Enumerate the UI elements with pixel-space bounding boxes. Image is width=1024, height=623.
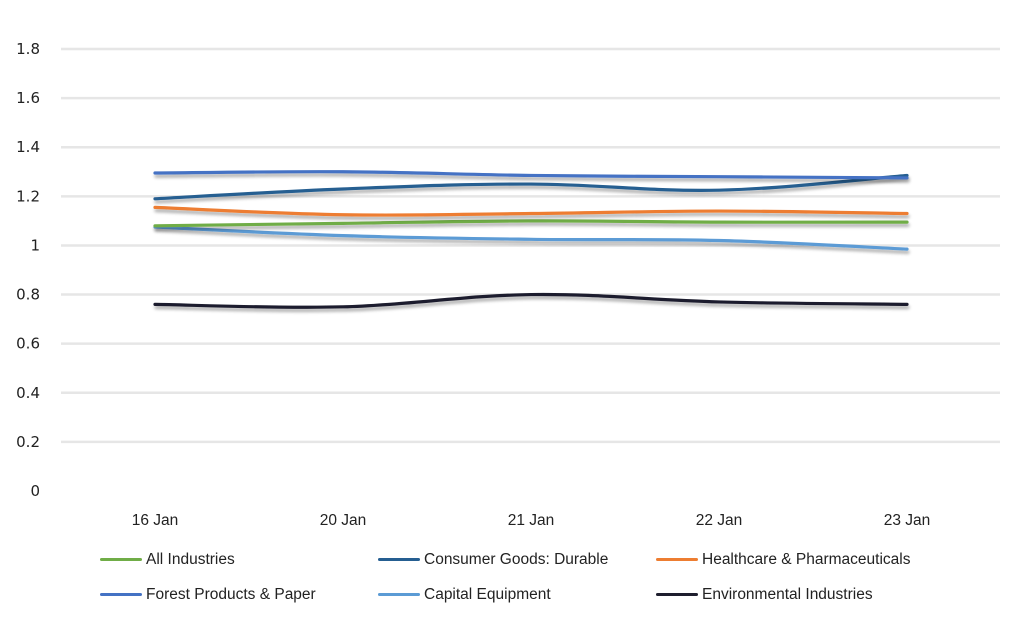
legend-label: Consumer Goods: Durable [424, 550, 609, 568]
legend: All Industries Consumer Goods: Durable Hea… [100, 549, 980, 605]
legend-item-consumer-goods-durable: Consumer Goods: Durable [378, 549, 656, 570]
y-tick-label: 0.2 [16, 433, 40, 451]
legend-label: Forest Products & Paper [146, 585, 316, 603]
legend-item-all-industries: All Industries [100, 549, 378, 570]
legend-item-capital-equipment: Capital Equipment [378, 584, 656, 605]
legend-swatch [378, 593, 420, 596]
line-chart: 0 0.2 0.4 0.6 0.8 1 1.2 1.4 1.6 1.8 16 Jan 20 Jan 2… [16, 40, 1000, 529]
legend-item-healthcare-pharmaceuticals: Healthcare & Pharmaceuticals [656, 549, 980, 570]
x-tick-label: 22 Jan [696, 512, 743, 529]
y-tick-label: 1.8 [16, 40, 40, 58]
legend-swatch [100, 558, 142, 561]
y-tick-label: 0 [30, 482, 40, 500]
legend-label: Environmental Industries [702, 585, 873, 603]
y-axis-ticks: 0 0.2 0.4 0.6 0.8 1 1.2 1.4 1.6 1.8 [16, 40, 40, 500]
y-tick-label: 0.6 [16, 335, 40, 353]
series-line-all-industries [153, 219, 909, 228]
series-line-forest-products-paper [153, 170, 909, 180]
series-line-environmental-industries [153, 292, 909, 309]
x-tick-label: 20 Jan [320, 512, 367, 529]
x-tick-label: 21 Jan [508, 512, 555, 529]
legend-item-forest-products-paper: Forest Products & Paper [100, 584, 378, 605]
y-tick-label: 1 [30, 236, 40, 254]
legend-label: Capital Equipment [424, 585, 551, 603]
legend-swatch [100, 593, 142, 596]
series-line-healthcare-pharmaceuticals [153, 205, 909, 217]
series-line-capital-equipment [153, 225, 909, 251]
legend-item-environmental-industries: Environmental Industries [656, 584, 980, 605]
x-tick-label: 16 Jan [132, 512, 179, 529]
y-tick-label: 0.8 [16, 286, 40, 304]
x-tick-label: 23 Jan [884, 512, 931, 529]
y-tick-label: 0.4 [16, 384, 40, 402]
y-tick-label: 1.4 [16, 138, 40, 156]
x-axis-ticks: 16 Jan 20 Jan 21 Jan 22 Jan 23 Jan [132, 512, 931, 529]
legend-swatch [656, 593, 698, 596]
y-tick-label: 1.6 [16, 89, 40, 107]
legend-label: All Industries [146, 550, 235, 568]
series-lines [153, 170, 909, 309]
legend-swatch [378, 558, 420, 561]
y-tick-label: 1.2 [16, 187, 40, 205]
legend-swatch [656, 558, 698, 561]
legend-label: Healthcare & Pharmaceuticals [702, 550, 911, 568]
series-line-consumer-goods-durable [153, 173, 909, 201]
